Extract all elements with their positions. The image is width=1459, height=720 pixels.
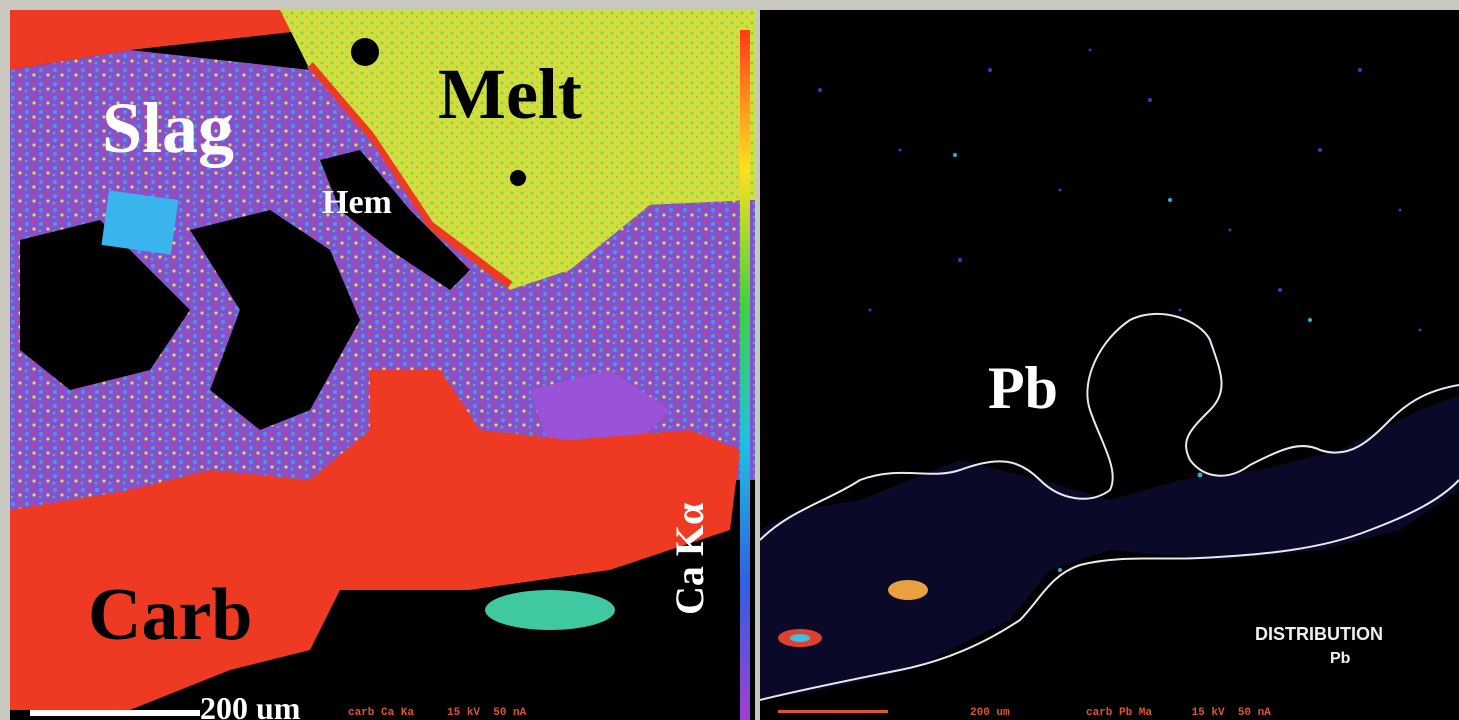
carb-label: Carb [88, 574, 253, 656]
slag-label: Slag [102, 88, 235, 168]
pb-hotspot-1 [888, 580, 928, 600]
void-center [190, 210, 360, 430]
pb-speckles [818, 48, 1422, 332]
purple-patch [530, 370, 670, 450]
pb-zone-outline-top [760, 312, 1459, 541]
melt-label: Melt [438, 54, 582, 134]
pb-map-panel: Pb DISTRIBUTION Pb 200 um carb Pb Ma 15 … [760, 10, 1459, 720]
right-footer-text: carb Pb Ma 15 kV 50 nA [1086, 707, 1271, 719]
pb-zone-outline-bottom [760, 479, 1459, 701]
pore-melt [510, 170, 526, 186]
void-left [20, 220, 190, 390]
ca-map-panel: Slag Melt Hem Carb Ca Kα 200 um carb Ca … [10, 10, 755, 720]
carb-region [10, 370, 740, 710]
pb-label: Pb [988, 355, 1059, 421]
left-footer-text: carb Ca Ka 15 kV 50 nA [348, 707, 527, 719]
hem-label: Hem [322, 184, 392, 221]
hem-crystal [320, 150, 470, 290]
distribution-element: Pb [1330, 650, 1351, 667]
pore-top [351, 38, 379, 66]
right-footer-scale: 200 um [970, 707, 1010, 719]
pb-hotspot-2-core [790, 634, 810, 642]
color-scale-bar [740, 30, 750, 720]
pb-enriched-zone [760, 395, 1459, 700]
left-scale-label: 200 um [200, 690, 301, 720]
distribution-title: DISTRIBUTION [1255, 624, 1383, 644]
element-label-ca: Ca Kα [667, 502, 712, 615]
melt-rim [306, 62, 513, 289]
ca-map-image [10, 10, 755, 720]
pb-map-image [760, 48, 1459, 713]
left-scale-line [30, 710, 200, 716]
right-scale-line [778, 710, 888, 713]
melt-region [280, 10, 755, 290]
cyan-grain [485, 590, 615, 630]
blue-crystal [101, 190, 179, 255]
